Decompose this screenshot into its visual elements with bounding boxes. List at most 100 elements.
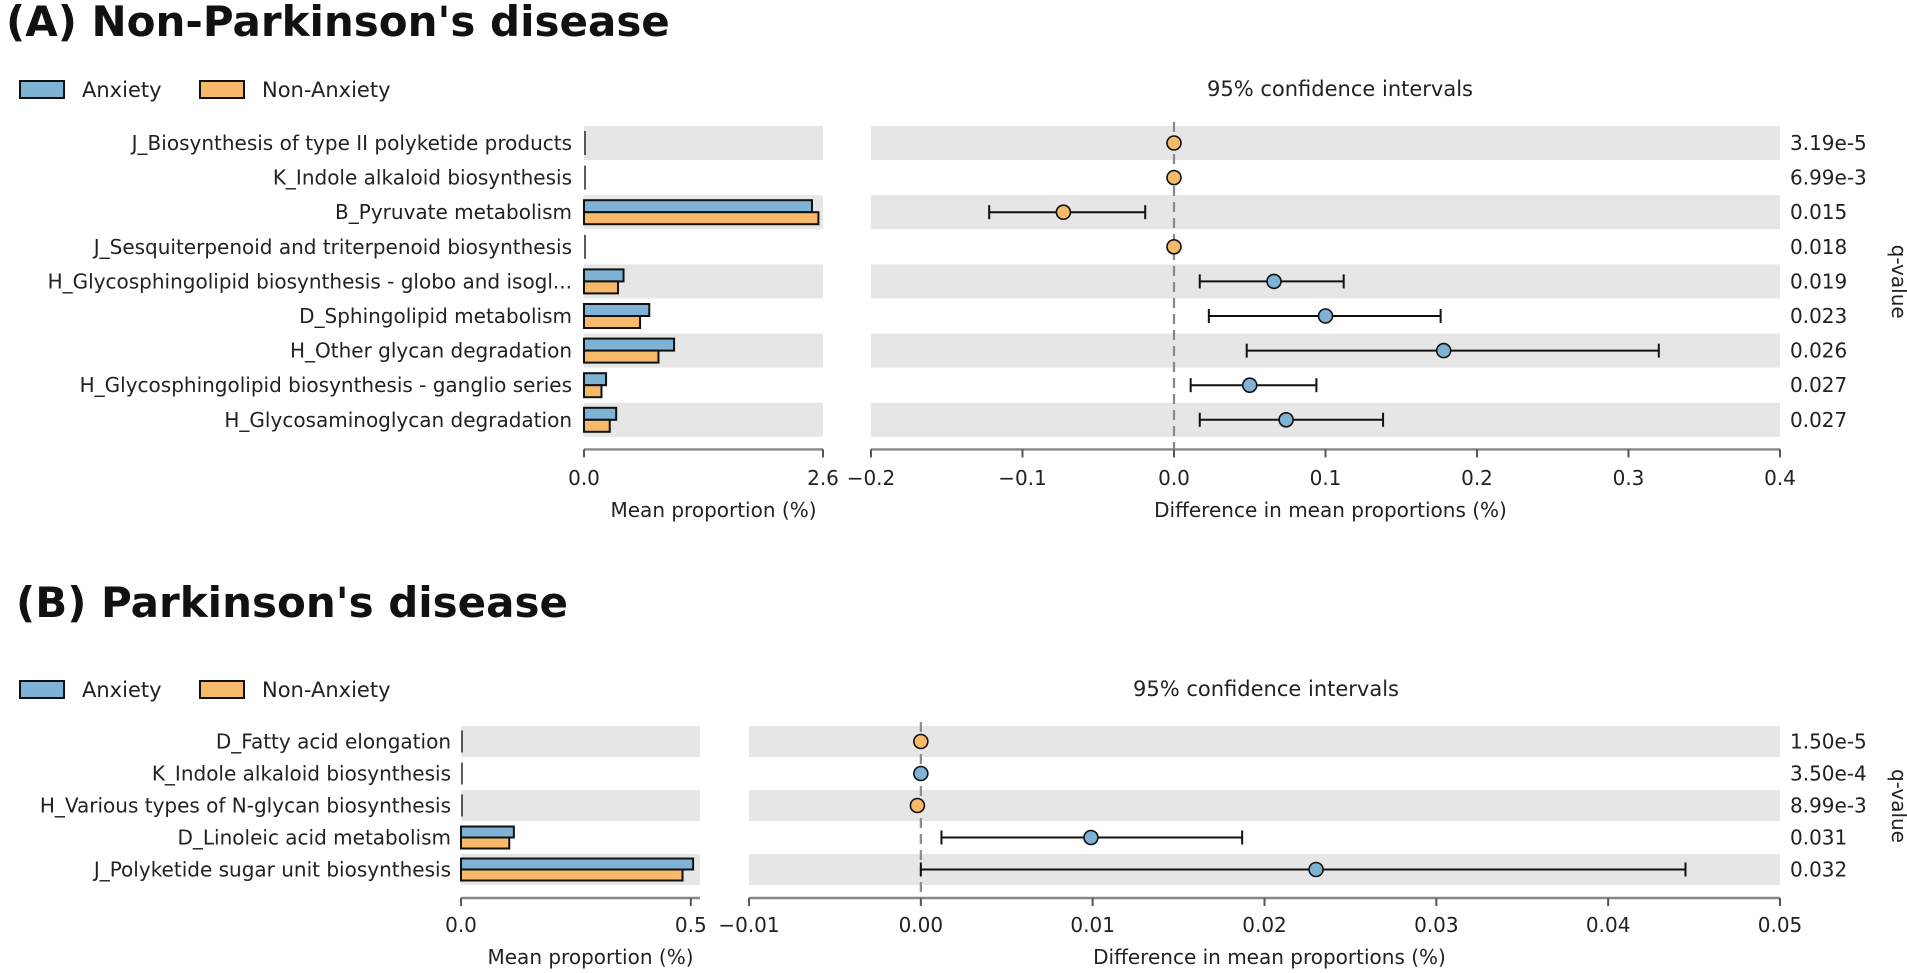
panel-b-bar-x-label: Mean proportion (%) (488, 945, 694, 969)
panel-b-bar-anxiety (460, 825, 515, 839)
panel-a-diff-point (1241, 377, 1258, 394)
panel-a-bar-x-label: Mean proportion (%) (611, 498, 817, 522)
panel-b-row-label: D_Linoleic acid metabolism (178, 826, 451, 850)
panel-b-diff-tick-label: −0.01 (718, 913, 779, 937)
panel-b-row-label: H_Various types of N-glycan biosynthesis (40, 794, 451, 818)
panel-a-diff-tick-label: 0.2 (1461, 466, 1493, 490)
panel-a-row-label: J_Biosynthesis of type II polyketide pro… (130, 131, 572, 155)
panel-a-diff-tick-label: 0.4 (1764, 466, 1796, 490)
panel-b-stripe-right (749, 726, 1780, 757)
panel-a-row-label: J_Sesquiterpenoid and triterpenoid biosy… (92, 235, 572, 259)
panel-a-bar-anxiety (583, 337, 676, 352)
panel-a-diff-tick-label: −0.2 (847, 466, 896, 490)
panel-a-q-value: 0.015 (1790, 200, 1847, 224)
panel-b-stripe-right (749, 790, 1780, 821)
panel-a-stripe-left (584, 126, 823, 160)
panel-a-q-value: 0.027 (1790, 408, 1847, 432)
panel-a-ci-title: 95% confidence intervals (1207, 77, 1473, 101)
panel-a-diff-point (1278, 411, 1294, 428)
panel-b-row-label: J_Polyketide sugar unit biosynthesis (92, 858, 451, 882)
panel-b-legend-label-non_anxiety: Non-Anxiety (262, 678, 391, 702)
panel-b-stripe-left (461, 726, 700, 757)
panel-a-diff-x-label: Difference in mean proportions (%) (1154, 498, 1507, 522)
panel-a-diff-point (1166, 135, 1182, 151)
panel-b-diff-tick-label: 0.04 (1586, 913, 1631, 937)
panel-b-bar-tick-label: 0.0 (445, 913, 477, 937)
panel-b-diff-tick-label: 0.03 (1414, 913, 1459, 937)
panel-a-legend-label-non_anxiety: Non-Anxiety (262, 78, 391, 102)
panel-a-stripe-left (584, 402, 823, 437)
panel-a-diff-point (1166, 169, 1182, 186)
panel-b-legend-label-anxiety: Anxiety (82, 678, 162, 702)
panel-b-diff-point (1083, 829, 1099, 846)
panel-a-q-value: 3.19e-5 (1790, 131, 1867, 155)
panel-b-bar-tick-label: 0.5 (675, 913, 707, 937)
panel-a-bar-non-anxiety (583, 280, 620, 295)
panel-a-q-value: 6.99e-3 (1790, 166, 1867, 190)
panel-b-legend-swatch-non_anxiety (199, 680, 245, 699)
panel-a-title: (A) Non-Parkinson's disease (6, 0, 670, 46)
panel-b-title: (B) Parkinson's disease (16, 578, 568, 627)
panel-b-diff-point (913, 733, 929, 750)
panel-b-row-label: K_Indole alkaloid biosynthesis (152, 762, 451, 786)
panel-a-q-value: 0.027 (1790, 373, 1847, 397)
panel-a-stripe-right (871, 126, 1780, 160)
panel-a-bar-anxiety (583, 372, 608, 387)
panel-a-bar-anxiety (583, 268, 625, 283)
panel-a-bar-non-anxiety (583, 384, 603, 399)
panel-a-row-label: D_Sphingolipid metabolism (299, 304, 572, 328)
panel-a-row-label: H_Other glycan degradation (290, 339, 572, 363)
panel-a-bar-tick-label: 2.6 (807, 466, 839, 490)
panel-a-bar-tick-label: 0.0 (568, 466, 600, 490)
panel-a-diff-point (1266, 273, 1282, 290)
panel-b-diff-point (1308, 861, 1324, 878)
panel-a-q-value: 0.019 (1790, 269, 1847, 293)
panel-a-row-label: H_Glycosphingolipid biosynthesis - gangl… (80, 373, 572, 397)
panel-a-diff-point (1435, 342, 1452, 359)
panel-b-row-label: D_Fatty acid elongation (216, 730, 451, 754)
panel-b-q-value: 3.50e-4 (1790, 762, 1867, 786)
panel-b-q-value: 8.99e-3 (1790, 794, 1867, 818)
panel-a-diff-tick-label: 0.0 (1158, 466, 1190, 490)
panel-a-q-value: 0.018 (1790, 235, 1847, 259)
panel-a-row-label: K_Indole alkaloid biosynthesis (273, 166, 572, 190)
panel-b-diff-point (909, 797, 926, 814)
panel-b-stripe-left (461, 790, 700, 821)
panel-b-bar-anxiety (460, 857, 695, 871)
panel-b-bar-non-anxiety (460, 868, 684, 882)
panel-a-row-label: B_Pyruvate metabolism (335, 200, 572, 224)
panel-b-bar-non-anxiety (460, 836, 511, 850)
panel-b-q-value: 0.031 (1790, 826, 1847, 850)
panel-a-row-label: H_Glycosphingolipid biosynthesis - globo… (48, 269, 572, 293)
panel-b-legend-swatch-anxiety (19, 680, 65, 699)
panel-b-diff-tick-label: 0.02 (1242, 913, 1287, 937)
panel-a-bar-non-anxiety (583, 315, 642, 329)
panel-a-bar-non-anxiety (583, 349, 660, 364)
panel-a-diff-tick-label: 0.3 (1613, 466, 1645, 490)
panel-a-legend-swatch-non_anxiety (199, 80, 245, 99)
panel-a-diff-tick-label: 0.1 (1310, 466, 1342, 490)
panel-a-diff-point (1317, 308, 1334, 324)
panel-a-bar-anxiety (583, 303, 651, 317)
panel-b-q-value: 1.50e-5 (1790, 730, 1867, 754)
panel-b-diff-tick-label: 0.01 (1070, 913, 1115, 937)
panel-a-qvalue-axis-label: q-value (1887, 245, 1907, 319)
panel-a-legend-label-anxiety: Anxiety (82, 78, 162, 102)
panel-a-diff-tick-label: −0.1 (998, 466, 1047, 490)
panel-b-diff-tick-label: 0.05 (1758, 913, 1803, 937)
panel-a-bar-non-anxiety (583, 211, 820, 226)
panel-b-diff-point (913, 765, 929, 782)
panel-b-q-value: 0.032 (1790, 858, 1847, 882)
panel-a-legend-swatch-anxiety (19, 80, 65, 99)
panel-a-q-value: 0.026 (1790, 339, 1847, 363)
panel-a-diff-point (1055, 204, 1072, 220)
panel-b-qvalue-axis-label: q-value (1887, 769, 1907, 843)
panel-a-bar-anxiety (583, 406, 618, 421)
panel-b-ci-title: 95% confidence intervals (1133, 677, 1399, 701)
panel-b-diff-x-label: Difference in mean proportions (%) (1093, 945, 1446, 969)
panel-a-diff-point (1166, 239, 1182, 255)
panel-b-diff-tick-label: 0.00 (899, 913, 944, 937)
panel-a-bar-anxiety (583, 199, 813, 214)
panel-a-q-value: 0.023 (1790, 304, 1847, 328)
